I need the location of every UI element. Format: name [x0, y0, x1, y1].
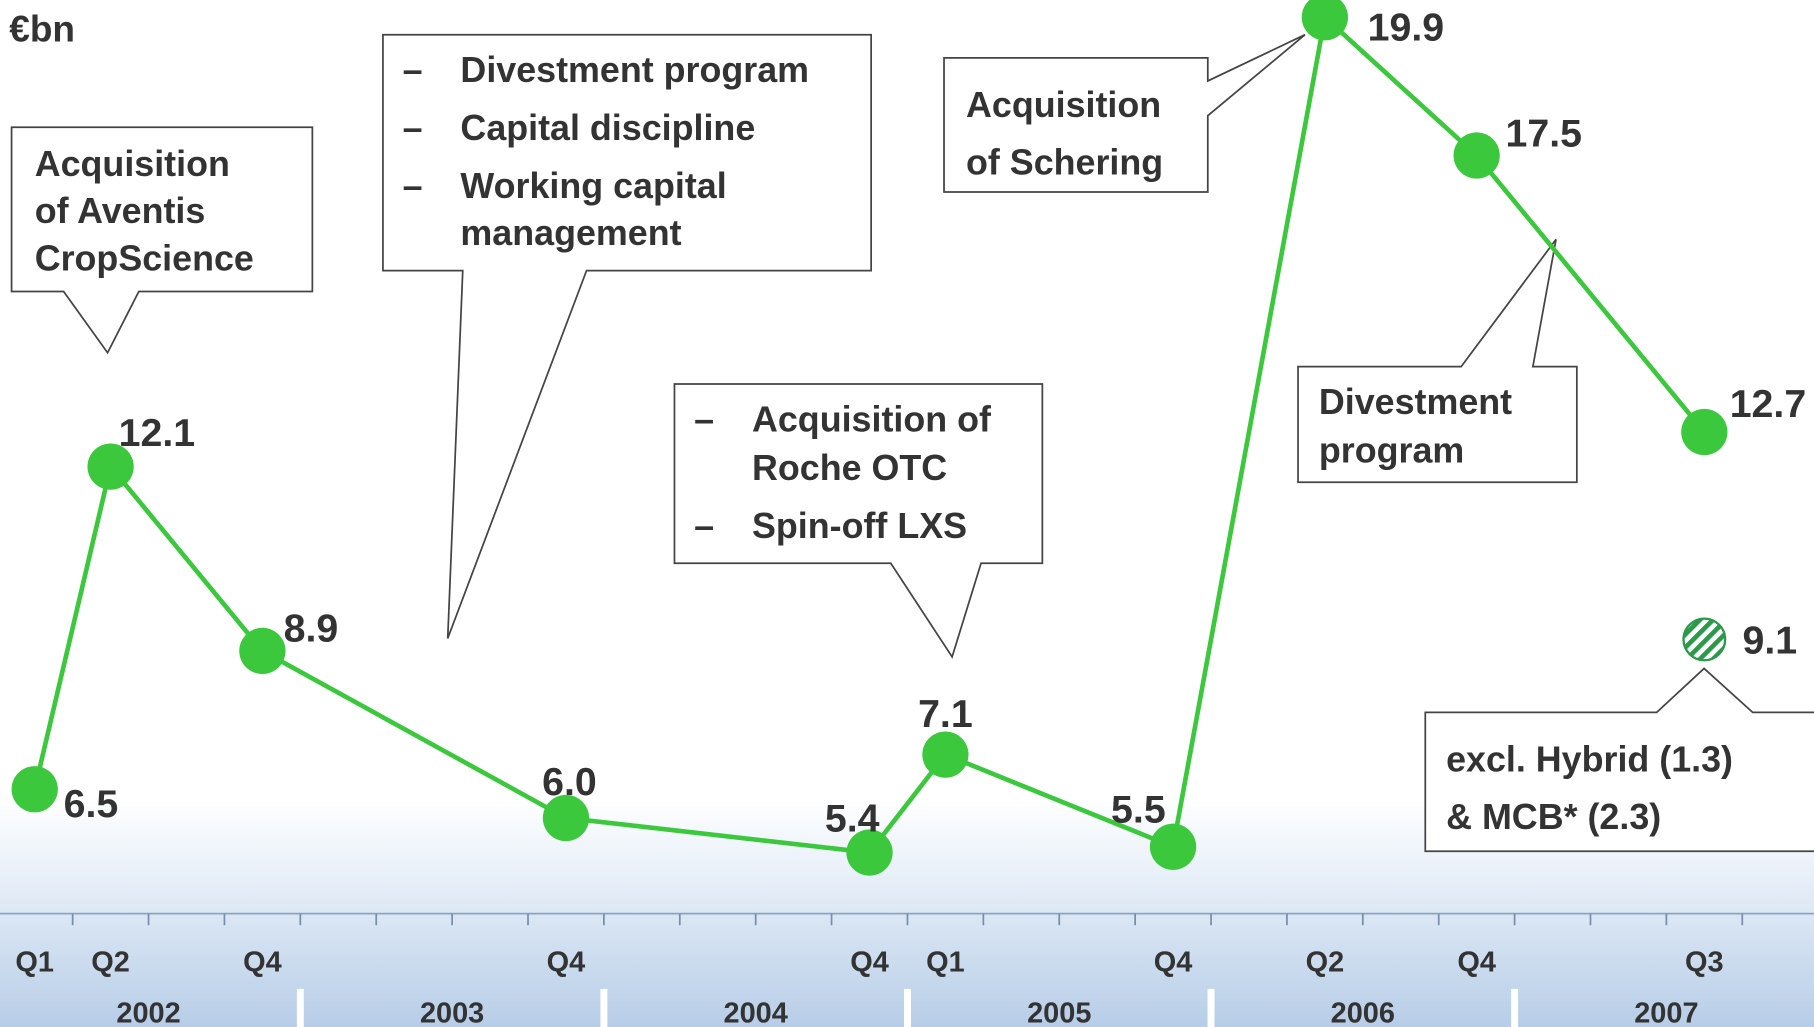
plot: 6.5 12.1 8.9 6.0 5.4 7.1 5.5 19.9 17.5 12.7 9.1: [11, 0, 1807, 876]
value-label: 8.9: [284, 607, 339, 651]
annotation: – Divestment program – Capital disciplin…: [382, 33, 873, 639]
data-point: [846, 829, 893, 876]
annotation-text: Roche OTC: [752, 448, 947, 488]
value-label: 12.7: [1730, 382, 1807, 426]
x-tick-label: Q2: [91, 946, 130, 978]
annotation-text: Divestment program: [460, 50, 809, 90]
data-point: [1681, 408, 1728, 456]
value-label: 5.4: [825, 797, 880, 841]
annotation-text: management: [460, 213, 681, 253]
annotation: – Acquisition of Roche OTC – Spin-off LX…: [673, 383, 1044, 659]
annotation-text: Divestment: [1319, 382, 1512, 422]
data-point: [239, 627, 286, 675]
chart-title: €bn: [9, 8, 75, 50]
data-point: [1149, 823, 1197, 870]
data-point: [922, 731, 969, 778]
value-label: 19.9: [1368, 5, 1445, 49]
data-point: [1301, 0, 1348, 41]
annotation: Divestment program: [1297, 238, 1578, 484]
x-tick-label: Q4: [1457, 946, 1496, 978]
year-label: 2004: [724, 997, 788, 1027]
x-tick-label: Q4: [547, 946, 586, 978]
x-tick-label: Q2: [1306, 946, 1345, 978]
annotation-text: & MCB* (2.3): [1446, 797, 1661, 837]
x-tick-label: Q4: [243, 946, 282, 978]
value-label: 5.5: [1111, 788, 1166, 832]
data-point: [1453, 132, 1500, 179]
bullet: –: [403, 108, 423, 148]
year-label: 2007: [1634, 997, 1698, 1027]
year-label: 2002: [116, 997, 180, 1027]
callout-box: [382, 33, 873, 639]
series-line: [32, 12, 1707, 856]
annotation-text: Acquisition of: [752, 399, 991, 439]
annotation: Acquisition of Schering: [943, 33, 1306, 193]
bullet: –: [403, 166, 423, 206]
data-point: [11, 766, 58, 813]
x-tick-label: Q3: [1685, 946, 1724, 978]
value-label: 9.1: [1743, 618, 1798, 662]
annotation-text: Working capital: [460, 166, 726, 206]
value-label: 6.5: [64, 782, 119, 826]
annotation-text: CropScience: [35, 239, 254, 279]
x-tick-label: Q4: [850, 946, 889, 978]
x-tick-label: Q4: [1154, 946, 1193, 978]
bullet: –: [694, 399, 714, 439]
data-point: [87, 443, 134, 490]
x-axis: 2002 2003 2004 2005 2006 2007 Q1 Q2 Q4 Q4 Q4 Q1 Q4 Q2…: [15, 913, 1744, 1027]
year-label: 2005: [1027, 997, 1091, 1027]
value-label: 6.0: [542, 760, 597, 804]
bullet: –: [694, 506, 714, 546]
annotation-text: Acquisition: [966, 85, 1161, 125]
callout-box: [1424, 667, 1814, 853]
annotation: excl. Hybrid (1.3) & MCB* (2.3): [1424, 667, 1814, 853]
annotation: Acquisition of Aventis CropScience: [10, 126, 314, 355]
bullet: –: [403, 50, 423, 90]
year-label: 2003: [420, 997, 484, 1027]
callout-box: [943, 33, 1306, 193]
x-tick-label: Q1: [926, 946, 965, 978]
x-tick-label: Q1: [15, 946, 54, 978]
extra-point: [1682, 617, 1727, 662]
annotation-text: Spin-off LXS: [752, 506, 967, 546]
annotation-text: program: [1319, 431, 1464, 471]
annotation-text: of Schering: [966, 143, 1163, 183]
callout-box: [10, 126, 314, 355]
year-label: 2006: [1331, 997, 1395, 1027]
value-label: 12.1: [119, 411, 196, 455]
annotation-text: Capital discipline: [460, 108, 755, 148]
callout-box: [1297, 238, 1578, 484]
annotation-text: Acquisition: [35, 144, 230, 184]
value-label: 17.5: [1505, 111, 1582, 155]
data-point: [542, 794, 590, 842]
callout-box: [673, 383, 1044, 659]
value-label: 7.1: [918, 692, 973, 736]
annotation-text: of Aventis: [35, 191, 206, 231]
annotation-text: excl. Hybrid (1.3): [1446, 739, 1733, 779]
